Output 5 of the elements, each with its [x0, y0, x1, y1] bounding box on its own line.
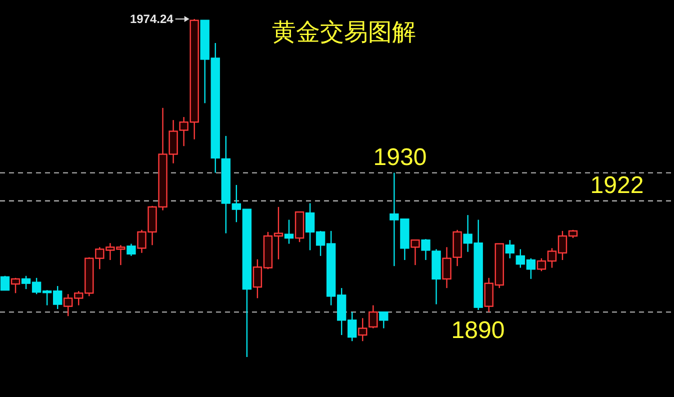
- annotation: 1890: [451, 317, 505, 344]
- chart-title: 黄金交易图解: [272, 18, 416, 46]
- annotation: 1930: [373, 144, 427, 171]
- annotation: 1974.24: [130, 12, 174, 26]
- text: 1922: [590, 172, 644, 199]
